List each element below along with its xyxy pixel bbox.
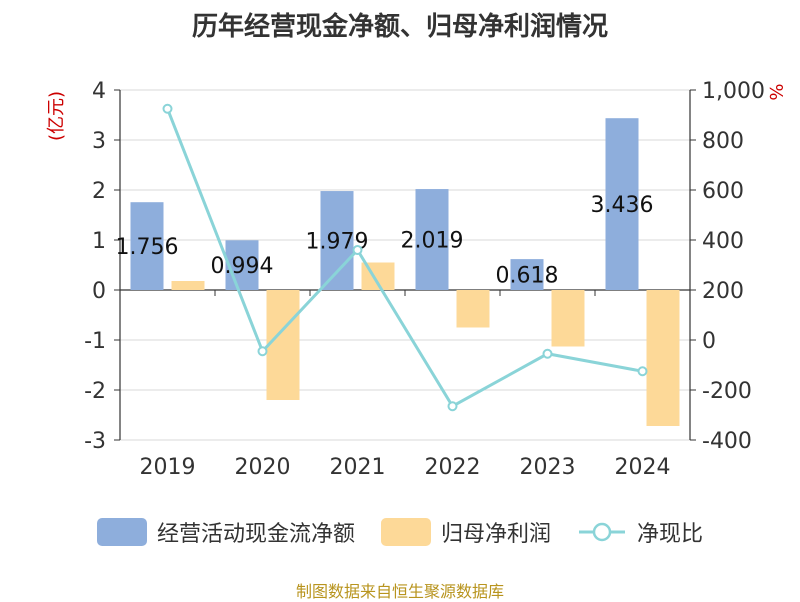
data-label-cash: 0.618 xyxy=(496,264,559,289)
legend-label-profit: 归母净利润 xyxy=(440,522,551,547)
right-tick-label: 600 xyxy=(702,179,744,204)
category-label: 2021 xyxy=(330,455,386,480)
data-label-cash: 3.436 xyxy=(591,193,654,218)
legend-label-ratio: 净现比 xyxy=(637,522,704,547)
category-label: 2019 xyxy=(140,455,196,480)
category-label: 2022 xyxy=(425,455,481,480)
category-label: 2020 xyxy=(235,455,291,480)
right-tick-label: 0 xyxy=(702,329,716,354)
bar-cash xyxy=(605,118,639,290)
chart-title: 历年经营现金净额、归母净利润情况 xyxy=(191,12,608,42)
bar-profit xyxy=(646,290,680,426)
ratio-point xyxy=(257,346,268,357)
left-axis-unit: (亿元) xyxy=(46,91,67,141)
ratio-point xyxy=(352,245,363,255)
source-note: 制图数据来自恒生聚源数据库 xyxy=(295,582,504,601)
left-tick-label: -3 xyxy=(84,429,106,454)
left-tick-label: 0 xyxy=(92,279,106,304)
left-tick-label: 1 xyxy=(92,229,106,254)
bar-profit xyxy=(456,290,490,328)
ratio-point xyxy=(447,401,458,412)
legend-item-cash[interactable]: 经营活动现金流净额 xyxy=(96,516,355,548)
ratio-line xyxy=(166,108,643,409)
left-tick-label: 2 xyxy=(92,179,106,204)
right-axis-unit: % xyxy=(765,83,786,100)
legend: 经营活动现金流净额 归母净利润 净现比 xyxy=(0,516,800,548)
left-tick-label: -1 xyxy=(84,329,106,354)
ratio-point xyxy=(542,348,553,359)
bar-cash xyxy=(225,240,259,290)
bar-profit xyxy=(171,281,205,290)
right-tick-label: 1,000 xyxy=(702,79,765,104)
bar-cash xyxy=(415,189,449,290)
right-tick-label: 200 xyxy=(702,279,744,304)
left-tick-label: -2 xyxy=(84,379,106,404)
ratio-point xyxy=(637,366,648,377)
category-label: 2023 xyxy=(520,455,576,480)
right-tick-label: 400 xyxy=(702,229,744,254)
category-label: 2024 xyxy=(615,455,671,480)
data-label-cash: 0.994 xyxy=(211,254,274,279)
left-tick-label: 4 xyxy=(92,79,106,104)
bar-profit xyxy=(266,290,300,400)
legend-label-cash: 经营活动现金流净额 xyxy=(156,522,355,547)
legend-swatch-cash xyxy=(96,518,147,546)
legend-item-profit[interactable]: 归母净利润 xyxy=(380,516,551,548)
right-tick-label: 800 xyxy=(702,129,744,154)
ratio-point xyxy=(162,103,173,114)
left-tick-label: 3 xyxy=(92,129,106,154)
bar-cash xyxy=(510,259,544,290)
legend-item-ratio[interactable]: 净现比 xyxy=(577,516,703,548)
legend-swatch-ratio xyxy=(579,522,625,542)
data-label-cash: 2.019 xyxy=(401,229,464,254)
right-tick-label: -400 xyxy=(702,429,752,454)
legend-swatch-profit xyxy=(380,518,431,546)
data-label-cash: 1.756 xyxy=(116,235,179,260)
right-tick-label: -200 xyxy=(702,379,752,404)
bar-cash xyxy=(130,202,164,290)
bar-profit xyxy=(551,290,585,347)
